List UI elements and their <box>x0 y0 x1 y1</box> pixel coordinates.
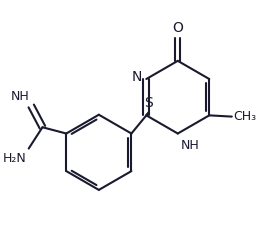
Text: NH: NH <box>180 139 199 152</box>
Text: NH: NH <box>10 90 29 103</box>
Text: S: S <box>144 96 153 110</box>
Text: H₂N: H₂N <box>3 151 27 165</box>
Text: CH₃: CH₃ <box>233 110 256 123</box>
Text: N: N <box>131 70 142 84</box>
Text: O: O <box>172 21 183 35</box>
